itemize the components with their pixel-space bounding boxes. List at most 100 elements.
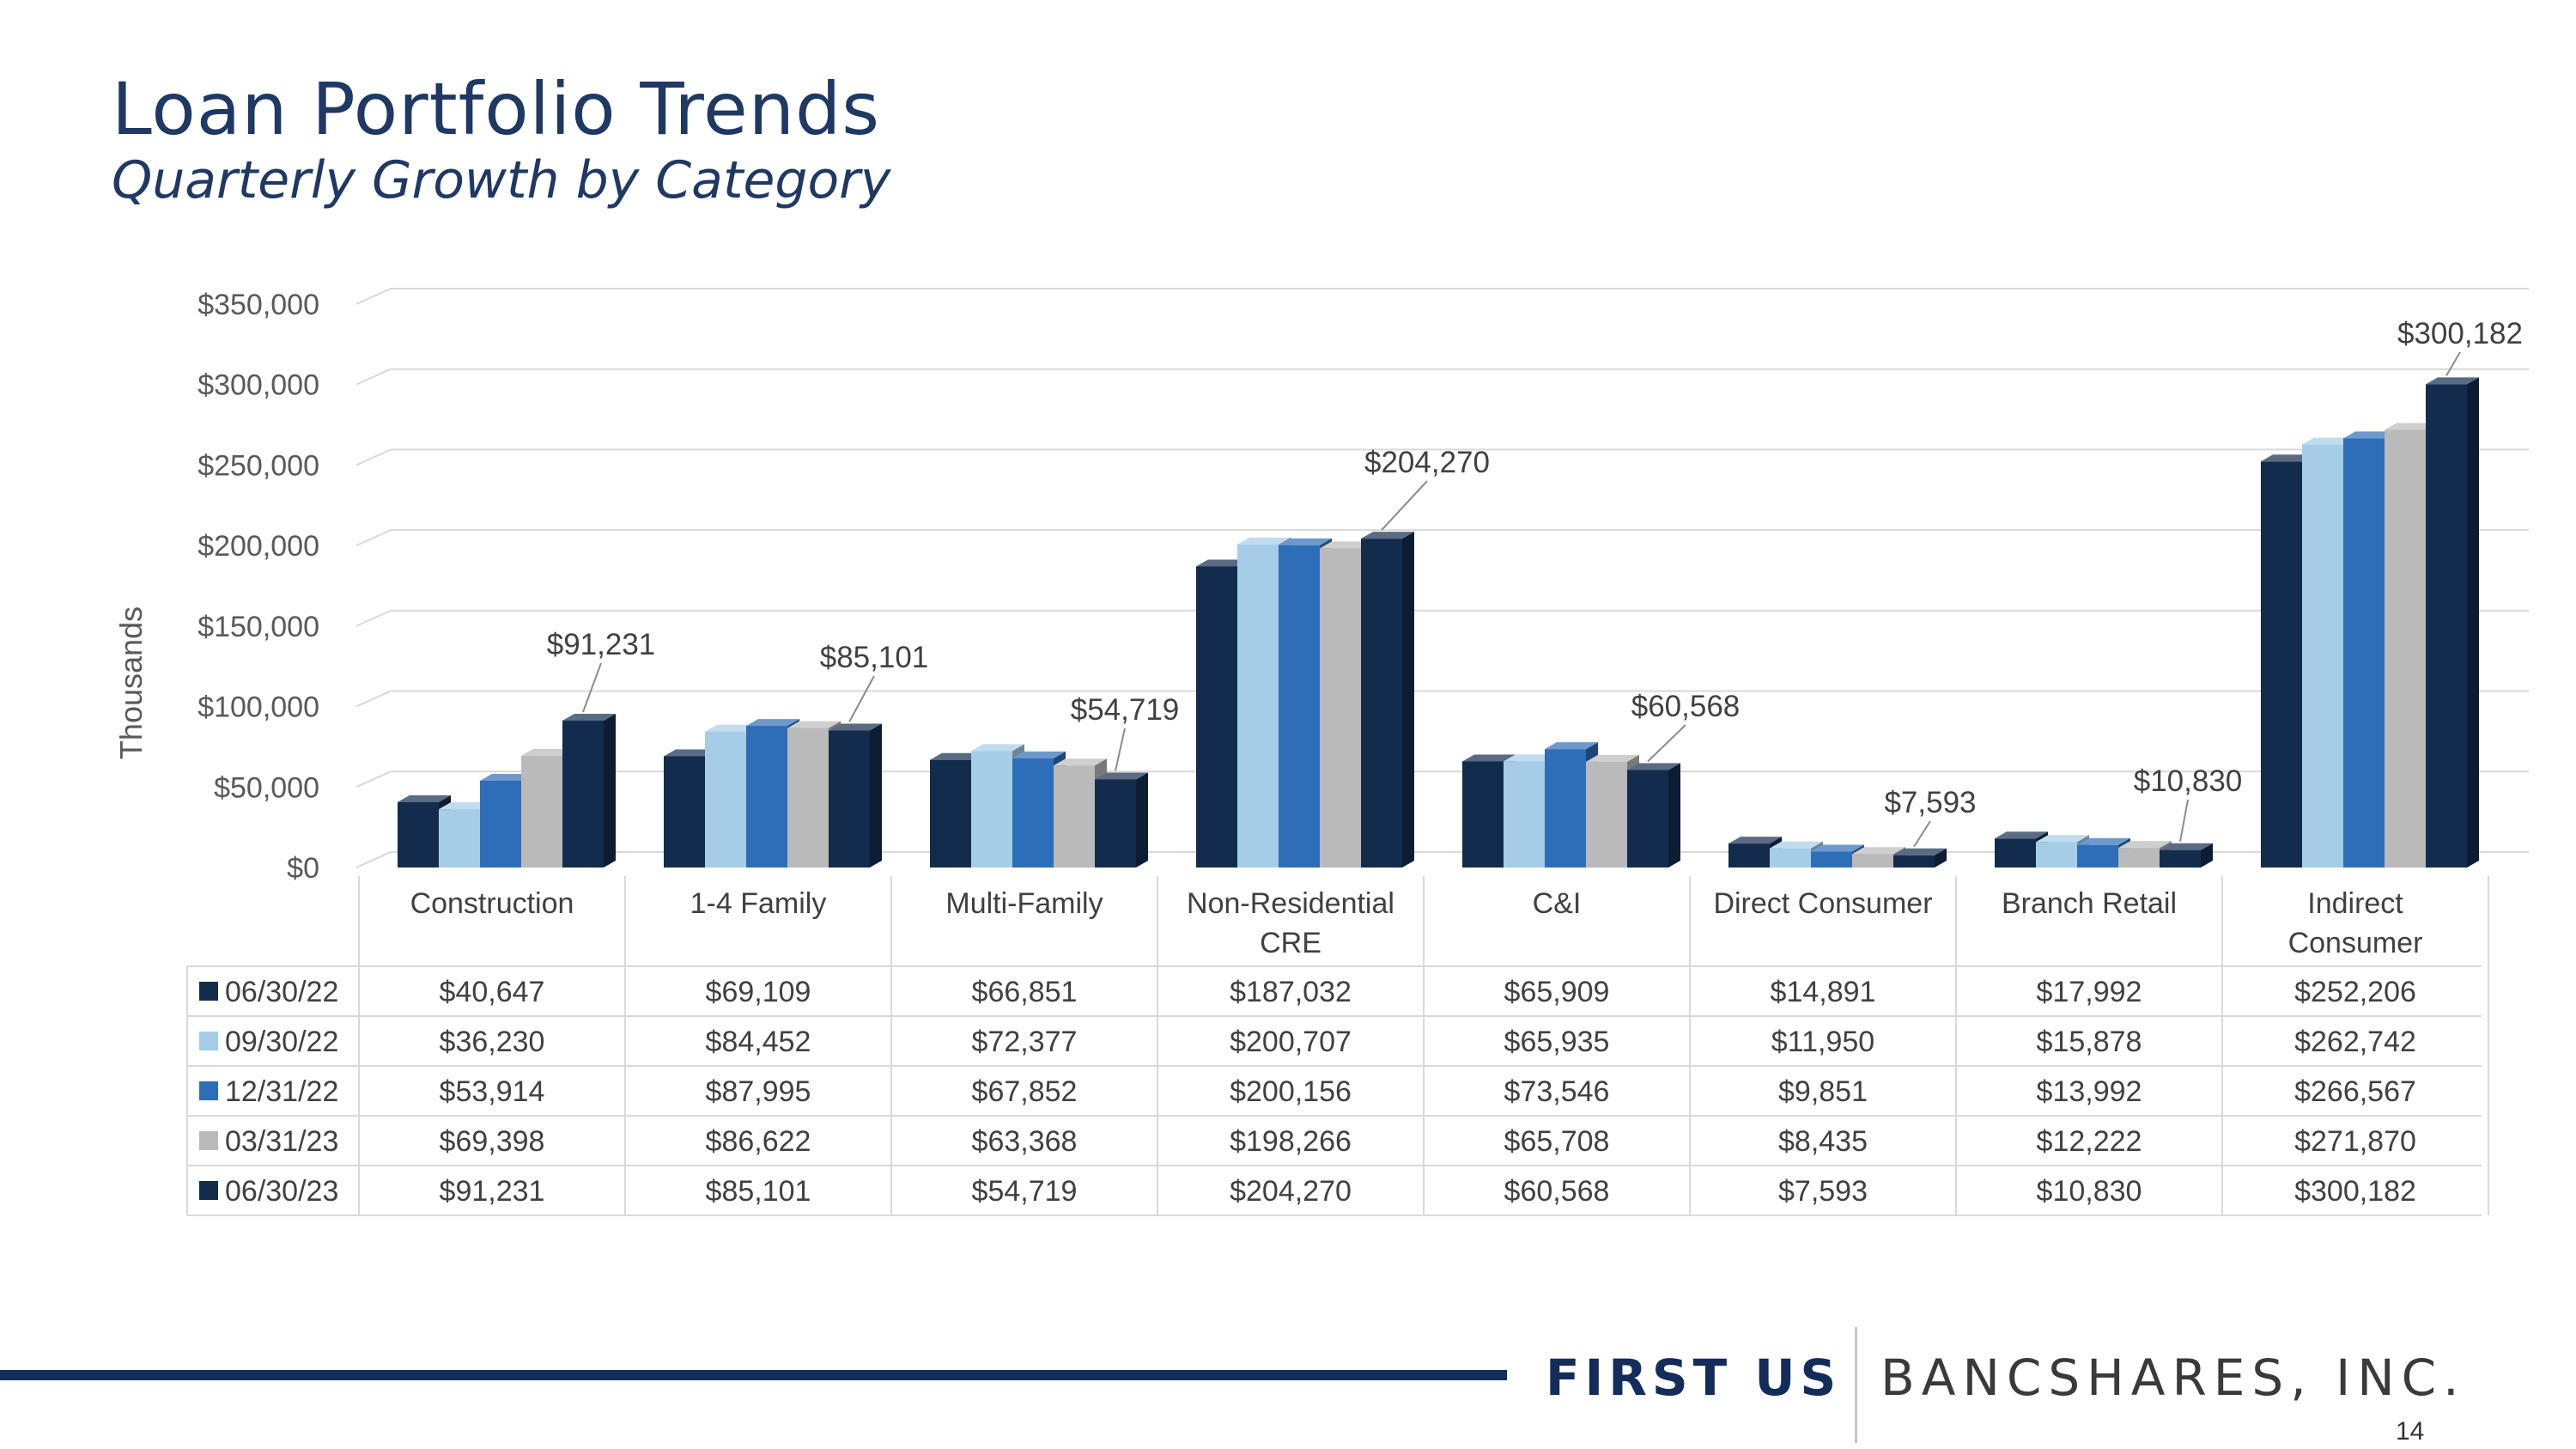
data-label-leader <box>848 675 875 722</box>
bar-side <box>2467 377 2479 868</box>
table-cell-value: $54,719 <box>972 1175 1078 1208</box>
table-cell-value: $69,398 <box>440 1125 545 1158</box>
bar-top <box>2261 454 2314 462</box>
table-cell-value: $8,435 <box>1778 1125 1868 1158</box>
loan-portfolio-chart: $0 $50,000 $100,000 $150,000 $200,000 $250,00… <box>113 288 2529 1216</box>
bar-top <box>562 714 616 721</box>
data-label: $54,719 <box>1071 693 1180 727</box>
bar-top <box>1545 742 1598 750</box>
bar-top <box>2077 837 2130 845</box>
data-label: $60,568 <box>1631 690 1741 723</box>
bar-top <box>439 802 492 810</box>
category-label: Direct Consumer <box>1713 887 1932 920</box>
category-label: Consumer <box>2288 927 2423 959</box>
bar-top <box>2385 423 2438 430</box>
table-cell-value: $67,852 <box>972 1075 1078 1108</box>
bar-top <box>705 724 758 732</box>
legend-series-name: 12/31/22 <box>225 1075 338 1108</box>
category-label: Indirect <box>2307 887 2403 920</box>
bar <box>1361 539 1402 868</box>
category-label: Construction <box>410 887 574 920</box>
bar <box>1279 545 1320 868</box>
bar <box>1627 770 1668 868</box>
footer-rule <box>0 1370 1507 1380</box>
bar <box>1545 749 1586 868</box>
table-cell-value: $72,377 <box>972 1026 1078 1058</box>
bar <box>1728 843 1770 868</box>
table-cell-value: $65,909 <box>1504 976 1610 1008</box>
category-label: Branch Retail <box>2002 887 2177 920</box>
bar <box>1196 566 1237 868</box>
table-cell-value: $85,101 <box>706 1175 811 1208</box>
table-cell-value: $271,870 <box>2294 1125 2416 1158</box>
bar <box>829 730 870 868</box>
bar <box>2036 842 2077 868</box>
bar <box>746 726 787 868</box>
bar-top <box>1770 841 1823 849</box>
data-label: $204,270 <box>1364 446 1490 479</box>
y-tick-label: $0 <box>287 852 319 885</box>
bar-side <box>870 723 882 868</box>
bar-top <box>2343 431 2397 439</box>
logo-bancshares: BANCSHARES, INC. <box>1880 1349 2466 1407</box>
bar-top <box>971 744 1024 752</box>
category-label: CRE <box>1260 927 1321 959</box>
bar <box>398 801 439 868</box>
legend-key <box>199 1081 218 1100</box>
bar-top <box>1728 837 1782 844</box>
table-cell-value: $40,647 <box>440 976 545 1008</box>
legend-series-name: 06/30/23 <box>225 1175 338 1208</box>
bar <box>2385 429 2426 868</box>
bar-side <box>1136 772 1148 868</box>
table-cell-value: $66,851 <box>972 976 1078 1008</box>
bar-top <box>521 748 574 756</box>
bar-top <box>1504 754 1557 762</box>
table-cell-value: $65,935 <box>1504 1026 1610 1058</box>
logo-divider <box>1855 1327 1857 1443</box>
category-label: Multi-Family <box>945 887 1103 920</box>
bar <box>1462 761 1504 868</box>
bar <box>1811 851 1852 868</box>
bar <box>1504 761 1545 868</box>
table-cell-value: $86,622 <box>706 1125 811 1158</box>
bar-top <box>1995 831 2048 839</box>
bar <box>2261 461 2302 868</box>
y-axis-title: Thousands <box>113 606 149 759</box>
bar-top <box>1237 537 1291 545</box>
data-label-leader <box>1913 820 1931 848</box>
table-cell-value: $266,567 <box>2294 1075 2416 1108</box>
bar-top <box>1893 848 1947 855</box>
legend-key <box>199 1181 218 1200</box>
bar <box>1054 765 1095 868</box>
bar-top <box>480 773 533 781</box>
table-cell-value: $204,270 <box>1230 1175 1352 1208</box>
bar-top <box>1279 538 1332 545</box>
data-label: $91,231 <box>547 628 656 661</box>
bar <box>2343 438 2385 868</box>
table-cell-value: $200,707 <box>1230 1026 1352 1058</box>
table-cell-value: $13,992 <box>2037 1075 2142 1108</box>
bar <box>562 721 604 868</box>
bar-top <box>2160 843 2213 850</box>
legend-key <box>199 1032 218 1050</box>
bar-top <box>1361 532 1414 539</box>
y-tick-label: $150,000 <box>197 611 319 643</box>
bar <box>2077 844 2118 868</box>
table-cell-value: $7,593 <box>1778 1175 1868 1208</box>
bar-top <box>1012 751 1066 758</box>
bar-top <box>930 752 983 760</box>
bar <box>1095 779 1136 868</box>
table-cell-value: $53,914 <box>440 1075 545 1108</box>
bar <box>971 751 1012 868</box>
category-label: 1-4 Family <box>690 887 827 920</box>
bar-top <box>1196 559 1249 567</box>
table-cell-value: $187,032 <box>1230 976 1352 1008</box>
legend-series-name: 09/30/22 <box>225 1026 338 1058</box>
table-cell-value: $84,452 <box>706 1026 811 1058</box>
table-cell-value: $300,182 <box>2294 1175 2416 1208</box>
table-cell-value: $65,708 <box>1504 1125 1610 1158</box>
gridline-side <box>355 690 392 708</box>
legend-series-name: 06/30/22 <box>225 976 338 1008</box>
bar <box>705 731 746 868</box>
table-cell-value: $91,231 <box>440 1175 545 1208</box>
